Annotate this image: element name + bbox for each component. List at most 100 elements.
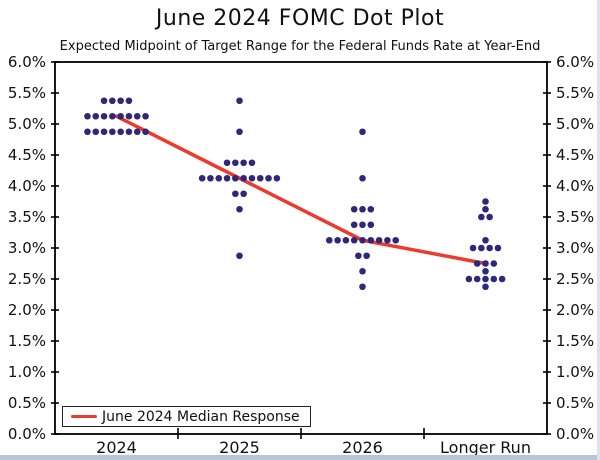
- chart-title: June 2024 FOMC Dot Plot: [155, 6, 445, 31]
- projection-dot: [359, 205, 366, 213]
- y-axis-tick-label-right: 5.5%: [556, 84, 594, 102]
- y-axis-tick-label-right: 5.0%: [556, 115, 594, 133]
- projection-dot: [473, 275, 481, 283]
- projection-dot: [256, 174, 264, 182]
- projection-dot: [375, 236, 383, 244]
- projection-dot: [363, 252, 370, 260]
- projection-dot: [142, 112, 149, 120]
- projection-dot: [232, 159, 239, 167]
- projection-dot: [384, 236, 391, 244]
- projection-dot: [133, 112, 141, 120]
- projection-dot: [326, 236, 333, 244]
- legend: June 2024 Median Response: [62, 406, 311, 427]
- projection-dot: [223, 174, 231, 182]
- x-axis-category-label: 2024: [96, 438, 137, 457]
- y-axis-tick-label-left: 4.0%: [8, 177, 46, 195]
- y-axis-tick-label-left: 2.5%: [8, 270, 46, 288]
- projection-dot: [359, 283, 366, 291]
- projection-dot: [355, 252, 362, 260]
- projection-dot: [482, 267, 489, 275]
- projection-dot: [367, 221, 375, 229]
- legend-label: June 2024 Median Response: [102, 408, 300, 425]
- y-axis-tick-label-right: 2.5%: [556, 270, 594, 288]
- projection-dot: [342, 236, 350, 244]
- projection-dot: [359, 221, 366, 229]
- projection-dot: [125, 97, 133, 105]
- projection-dot: [482, 275, 489, 283]
- projection-dot: [100, 128, 108, 136]
- projection-dot: [109, 112, 116, 120]
- projection-dot: [350, 205, 358, 213]
- y-axis-tick-label-left: 5.5%: [8, 84, 46, 102]
- projection-dot: [494, 244, 502, 252]
- projection-dot: [392, 236, 400, 244]
- projection-dot: [240, 159, 247, 167]
- x-axis-category-label: 2025: [219, 438, 260, 457]
- projection-dot: [100, 97, 108, 105]
- y-axis-tick-label-left: 3.0%: [8, 239, 46, 257]
- projection-dot: [236, 97, 243, 105]
- projection-dot: [465, 275, 473, 283]
- projection-dot: [478, 213, 485, 221]
- y-axis-tick-label-left: 6.0%: [8, 53, 46, 71]
- projection-dot: [240, 190, 247, 198]
- projection-dot: [359, 174, 366, 182]
- y-axis-tick-label-left: 5.0%: [8, 115, 46, 133]
- y-axis-tick-label-right: 6.0%: [556, 53, 594, 71]
- x-axis-category-label: Longer Run: [440, 438, 531, 457]
- projection-dot: [350, 221, 358, 229]
- y-axis-tick-label-right: 3.5%: [556, 208, 594, 226]
- projection-dot: [350, 236, 358, 244]
- projection-dot: [198, 174, 206, 182]
- projection-dot: [92, 128, 100, 136]
- projection-dot: [490, 275, 498, 283]
- projection-dot: [133, 128, 141, 136]
- y-axis-tick-label-right: 3.0%: [556, 239, 594, 257]
- y-axis-tick-label-left: 4.5%: [8, 146, 46, 164]
- y-axis-tick-label-left: 3.5%: [8, 208, 46, 226]
- projection-dot: [265, 174, 272, 182]
- projection-dot: [236, 128, 243, 136]
- projection-dot: [473, 260, 481, 267]
- projection-dot: [236, 205, 243, 213]
- projection-dot: [482, 205, 489, 213]
- projection-dot: [92, 112, 100, 120]
- y-axis-tick-label-right: 1.0%: [556, 363, 594, 381]
- projection-dot: [498, 275, 506, 283]
- y-axis-tick-label-right: 0.0%: [556, 425, 594, 443]
- projection-dot: [273, 174, 281, 182]
- projection-dot: [142, 128, 149, 136]
- projection-dot: [359, 128, 366, 136]
- projection-dot: [125, 112, 133, 120]
- projection-dot: [207, 174, 214, 182]
- projection-dot: [100, 112, 108, 120]
- y-axis-tick-label-right: 1.5%: [556, 332, 594, 350]
- projection-dot: [223, 159, 231, 167]
- y-axis-tick-label-right: 4.5%: [556, 146, 594, 164]
- projection-dot: [482, 236, 489, 244]
- y-axis-tick-label-right: 0.5%: [556, 394, 594, 412]
- projection-dot: [478, 244, 485, 252]
- y-axis-tick-label-left: 0.0%: [8, 425, 46, 443]
- projection-dot: [117, 112, 124, 120]
- projection-dot: [359, 267, 366, 275]
- projection-dot: [482, 260, 489, 267]
- projection-dot: [486, 213, 493, 221]
- projection-dot: [248, 174, 256, 182]
- projection-dot: [117, 128, 124, 136]
- projection-dot: [359, 236, 366, 244]
- median-line-swatch: [71, 414, 97, 419]
- y-axis-tick-label-left: 1.5%: [8, 332, 46, 350]
- chart-subtitle: Expected Midpoint of Target Range for th…: [59, 39, 541, 54]
- x-axis-category-label: 2026: [342, 438, 383, 457]
- projection-dot: [334, 236, 341, 244]
- y-axis-tick-label-right: 4.0%: [556, 177, 594, 195]
- projection-dot: [215, 174, 223, 182]
- projection-dot: [84, 112, 91, 120]
- right-edge-bar: [597, 0, 600, 460]
- projection-dot: [232, 174, 239, 182]
- projection-dot: [109, 128, 116, 136]
- y-axis-tick-label-left: 0.5%: [8, 394, 46, 412]
